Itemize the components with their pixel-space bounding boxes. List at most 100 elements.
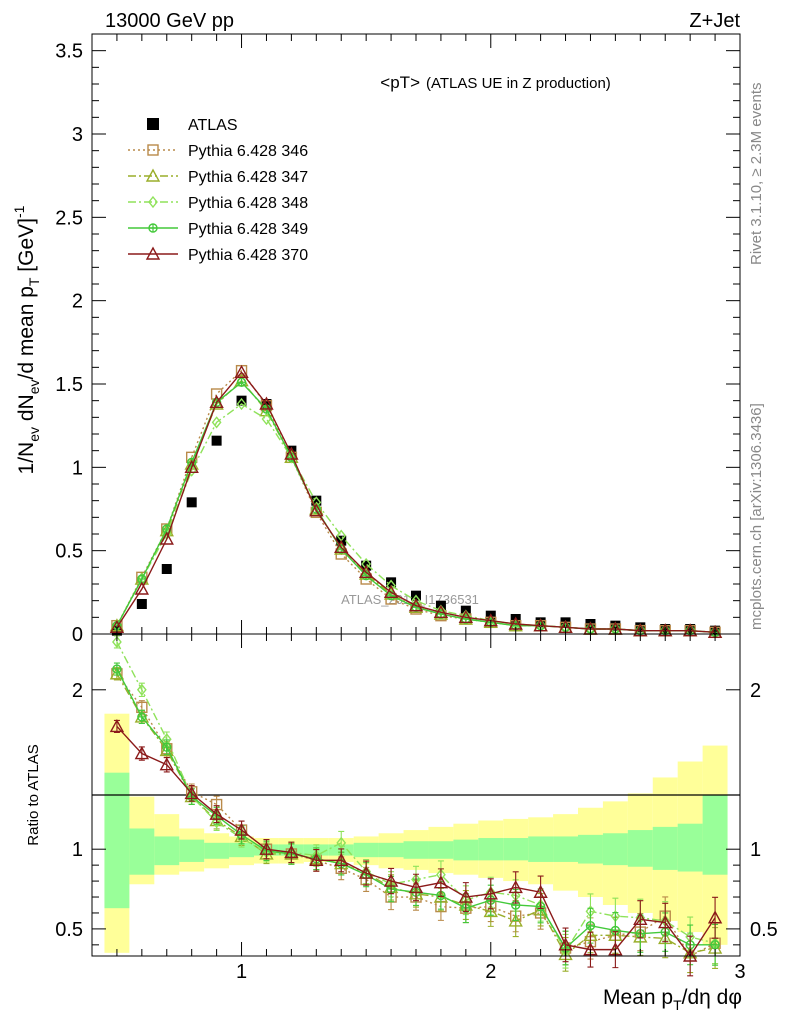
inner-band-bin bbox=[627, 830, 653, 867]
ratio-series-4-errorbar bbox=[413, 873, 419, 902]
inner-band-bin bbox=[702, 795, 728, 875]
series-5-point bbox=[259, 396, 274, 410]
ratio-series-3-point-cross bbox=[711, 940, 720, 949]
y-tick-label: 2 bbox=[72, 291, 83, 313]
uncertainty-bands bbox=[104, 713, 728, 953]
inner-band-bin bbox=[179, 839, 205, 862]
ratio-series-3-point bbox=[162, 742, 172, 752]
ratio-series-4-point bbox=[309, 852, 324, 867]
ratio-panel: 1 2 30.5 0.51 12 2 Ratio to ATLAS bbox=[25, 633, 778, 983]
ratio-series-4-errorbar bbox=[637, 900, 644, 939]
ratio-y-tick-label-right: 1 bbox=[750, 839, 761, 861]
series-5-point bbox=[284, 446, 299, 460]
inner-band-bin bbox=[353, 842, 379, 858]
ratio-series-4-errorbar bbox=[512, 871, 519, 904]
series-3-point bbox=[211, 416, 222, 429]
legend-label: Pythia 6.428 370 bbox=[188, 247, 308, 264]
ratio-series-4-point bbox=[458, 889, 474, 903]
ratio-series-4-point bbox=[334, 852, 349, 867]
series-3-point bbox=[236, 397, 247, 411]
inner-band-bin bbox=[578, 834, 603, 864]
ratio-series-4-point bbox=[633, 911, 648, 926]
ratio-series-2-point bbox=[136, 683, 147, 696]
legend-label: Pythia 6.428 346 bbox=[188, 143, 308, 160]
plot-title-main: <pT> bbox=[380, 73, 420, 92]
inner-band-bin bbox=[403, 841, 429, 859]
series-5-point bbox=[209, 394, 224, 409]
ratio-series-3-point bbox=[137, 712, 147, 722]
ratio-series-3-point bbox=[710, 940, 720, 950]
ratio-series-4-point bbox=[707, 910, 723, 924]
main-series-group bbox=[109, 364, 723, 639]
series-3-point bbox=[386, 579, 396, 592]
ratio-series-4-point bbox=[433, 875, 449, 889]
ratio-series-1-point bbox=[483, 903, 498, 918]
inner-band-bin bbox=[204, 842, 230, 859]
inner-band-bin bbox=[652, 826, 678, 870]
ratio-y-tick-label: 2 bbox=[72, 680, 83, 702]
inner-band-bin bbox=[503, 838, 529, 861]
ratio-series-4-point bbox=[658, 915, 673, 929]
ratio-series-4-errorbar bbox=[462, 882, 469, 912]
ratio-series-3-point-cross bbox=[586, 921, 595, 930]
x-tick-label: 2 bbox=[485, 961, 496, 983]
series-3-point bbox=[361, 557, 372, 571]
ratio-series-2-point bbox=[211, 815, 222, 829]
legend-label: Pythia 6.428 348 bbox=[188, 195, 308, 212]
x-tick-label: 3 bbox=[734, 961, 745, 983]
series-5-point bbox=[408, 598, 424, 612]
legend-marker-cross bbox=[149, 224, 157, 232]
y-tick-label: 1.5 bbox=[55, 374, 83, 396]
ratio-series-4-errorbar bbox=[487, 878, 494, 910]
y-tick-label: 1 bbox=[72, 457, 83, 479]
beam-label: 13000 GeV pp bbox=[105, 10, 234, 32]
series-0-point bbox=[211, 435, 222, 446]
legend: ATLAS Pythia 6.428 346 Pythia 6.428 347 Pyt… bbox=[128, 117, 308, 264]
ratio-series-4-point bbox=[383, 873, 399, 887]
inner-band-bin bbox=[602, 833, 628, 866]
ratio-series-3-point bbox=[585, 921, 596, 931]
series-0-point bbox=[386, 577, 397, 588]
x-tick-label: 1 bbox=[236, 961, 247, 983]
ratio-series-2-point bbox=[336, 836, 347, 849]
ratio-series-4-errorbar bbox=[712, 896, 719, 939]
ratio-series-4-errorbar bbox=[388, 867, 395, 895]
inner-band-bin bbox=[478, 838, 504, 861]
series-5-point bbox=[334, 539, 349, 554]
ratio-series-4-point bbox=[508, 879, 523, 894]
inner-band-bin bbox=[229, 842, 254, 858]
legend-label: ATLAS bbox=[188, 117, 238, 134]
series-2-point bbox=[209, 396, 224, 410]
legend-marker bbox=[147, 144, 159, 156]
series-3-point bbox=[261, 412, 272, 426]
x-axis-label: Mean pT/dη dφ bbox=[603, 986, 742, 1013]
ratio-series-4-point bbox=[209, 806, 224, 820]
legend-marker bbox=[148, 195, 158, 209]
series-0-point bbox=[136, 599, 147, 609]
ratio-series-4-point bbox=[159, 757, 174, 771]
ratio-series-4-point bbox=[358, 865, 374, 879]
rivet-label: Rivet 3.1.10, ≥ 2.3M events bbox=[748, 83, 765, 266]
process-label: Z+Jet bbox=[689, 10, 740, 32]
ratio-series-group bbox=[109, 635, 723, 977]
series-3-line bbox=[116, 403, 716, 634]
series-5-point bbox=[309, 503, 324, 517]
inner-band-bin bbox=[129, 828, 155, 875]
inner-band-bin bbox=[453, 839, 479, 861]
ratio-series-4-point bbox=[234, 822, 249, 836]
ratio-series-4-point bbox=[284, 844, 299, 859]
ratio-series-3-point-cross bbox=[137, 712, 146, 721]
inner-band-bin bbox=[378, 842, 404, 858]
ratio-series-4-point bbox=[109, 718, 125, 733]
ratio-series-3-point-cross bbox=[112, 665, 121, 674]
series-5-point bbox=[134, 581, 150, 595]
ratio-y-tick-label-right: 2 bbox=[750, 680, 761, 702]
inner-band-bin bbox=[677, 823, 703, 872]
main-axis-ticks: 0 0.5 1 1.5 2 2.5 3 3.5 bbox=[55, 33, 741, 646]
y-tick-label: 3 bbox=[72, 124, 83, 146]
ratio-series-4-point bbox=[184, 785, 199, 800]
ratio-axis-ticks: 1 2 30.5 0.51 12 2 bbox=[55, 634, 778, 983]
main-ylabel: 1/Nev dNev/d mean pT [GeV]-1 bbox=[11, 205, 42, 474]
y-tick-label: 0.5 bbox=[55, 541, 83, 563]
